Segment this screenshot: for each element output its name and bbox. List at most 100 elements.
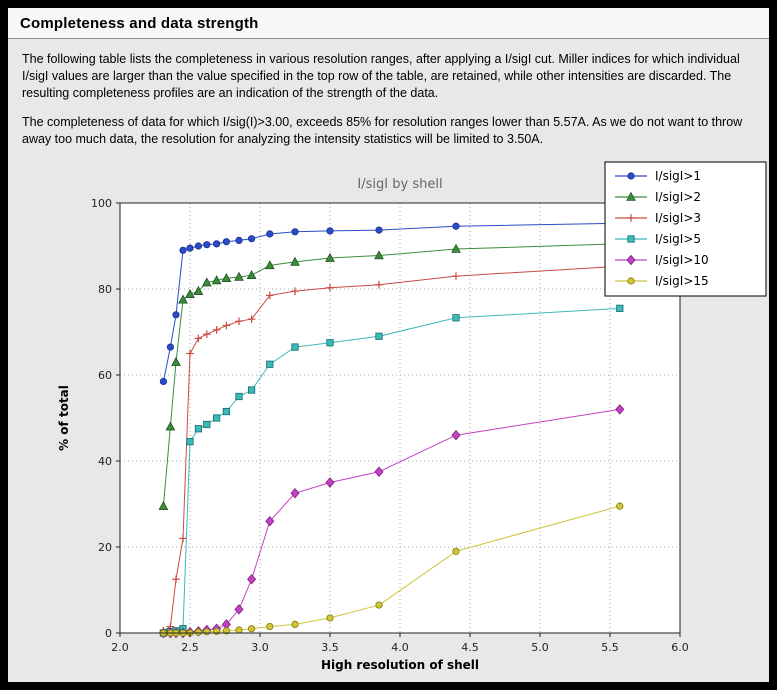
- y-axis-label: % of total: [57, 385, 71, 451]
- series-marker: [171, 356, 181, 366]
- series-marker: [166, 343, 174, 351]
- series-marker: [246, 269, 257, 280]
- x-tick-label: 6.0: [671, 641, 689, 654]
- series-marker: [248, 235, 256, 243]
- series-marker: [212, 414, 221, 422]
- paragraph-conclusion: The completeness of data for which I/sig…: [22, 115, 743, 146]
- legend-label: I/sigI>2: [655, 190, 701, 204]
- y-tick-label: 80: [98, 283, 112, 296]
- section-header: Completeness and data strength: [8, 8, 769, 39]
- x-tick-label: 4.5: [461, 641, 479, 654]
- series-marker: [203, 628, 211, 636]
- series-marker: [211, 275, 222, 285]
- report-panel: Completeness and data strength The follo…: [8, 8, 769, 682]
- series-marker: [193, 285, 204, 295]
- y-tick-label: 20: [98, 541, 112, 554]
- chart-title: I/sigI by shell: [357, 177, 442, 192]
- y-tick-label: 0: [105, 627, 112, 640]
- series-marker: [375, 226, 383, 234]
- legend-label: I/sigI>10: [655, 253, 709, 267]
- series-marker: [452, 222, 460, 230]
- series-marker: [326, 227, 334, 235]
- x-axis-label: High resolution of shell: [321, 658, 479, 672]
- x-tick-label: 2.0: [111, 641, 129, 654]
- completeness-chart: 2.0 2.5 3.0 3.5 4.0 4.5 5.0 5.5 6.0 0 20 40 60 80 100 I…: [28, 158, 769, 679]
- x-tick-label: 3.5: [321, 641, 339, 654]
- series-marker: [374, 250, 384, 260]
- series-marker: [235, 236, 243, 245]
- series-marker: [203, 420, 211, 429]
- series-marker: [451, 243, 461, 253]
- series-marker: [264, 260, 275, 270]
- series-marker: [291, 620, 299, 628]
- series-marker: [627, 277, 635, 285]
- series-marker: [201, 277, 212, 287]
- series-marker: [375, 601, 383, 609]
- series-marker: [291, 343, 299, 351]
- series-marker: [234, 271, 244, 281]
- legend-label: I/sigI>5: [655, 232, 701, 246]
- x-tick-label: 5.5: [601, 641, 619, 654]
- legend-label: I/sigI>1: [655, 169, 701, 183]
- series-marker: [172, 311, 180, 319]
- page-title: Completeness and data strength: [20, 15, 259, 32]
- series-marker: [290, 488, 300, 499]
- x-tick-label: 5.0: [531, 641, 549, 654]
- series-marker: [627, 235, 635, 243]
- series-marker: [375, 332, 383, 340]
- y-tick-label: 60: [98, 369, 112, 382]
- series-marker: [235, 392, 243, 401]
- legend-label: I/sigI>3: [655, 211, 701, 225]
- series-marker: [326, 339, 334, 347]
- series-marker: [194, 242, 202, 250]
- series-marker: [616, 502, 624, 510]
- series-marker: [222, 627, 230, 635]
- series-marker: [178, 294, 188, 304]
- x-tick-label: 3.0: [251, 641, 269, 654]
- series-marker: [165, 421, 176, 431]
- series-marker: [615, 404, 625, 415]
- series-marker: [213, 240, 221, 248]
- series-marker: [325, 477, 335, 488]
- series-marker: [452, 314, 460, 322]
- series-marker: [247, 574, 257, 585]
- series-marker: [265, 515, 275, 527]
- series-marker: [374, 466, 384, 477]
- paragraph-intro: The following table lists the completene…: [22, 52, 740, 100]
- series-marker: [247, 386, 256, 394]
- series-marker: [194, 628, 202, 636]
- series-marker: [222, 238, 230, 246]
- series-marker: [452, 547, 460, 555]
- y-tick-label: 100: [91, 197, 112, 210]
- series-marker: [179, 246, 187, 254]
- series-marker: [221, 273, 232, 283]
- series-marker: [266, 230, 274, 238]
- series-marker: [194, 425, 202, 433]
- series-marker: [266, 622, 274, 631]
- series-marker: [185, 288, 195, 298]
- legend-label: I/sigI>15: [655, 274, 709, 288]
- series-marker: [291, 228, 299, 236]
- series-marker: [626, 254, 636, 266]
- series-marker: [326, 614, 334, 622]
- series-marker: [248, 625, 256, 633]
- x-tick-label: 2.5: [181, 641, 199, 654]
- series-marker: [203, 241, 211, 249]
- chart-canvas: 2.0 2.5 3.0 3.5 4.0 4.5 5.0 5.5 6.0 0 20 40 60 80 100 I…: [57, 161, 767, 672]
- legend-box: [604, 161, 767, 297]
- series-marker: [325, 252, 335, 262]
- y-tick-label: 40: [98, 455, 112, 468]
- series-marker: [222, 407, 230, 416]
- series-marker: [627, 172, 635, 180]
- series-marker: [159, 377, 167, 386]
- report-body: The following table lists the completene…: [8, 51, 769, 148]
- series-marker: [626, 191, 636, 201]
- series-marker: [186, 438, 194, 446]
- series-marker: [266, 360, 274, 368]
- series-marker: [616, 304, 624, 312]
- series-marker: [451, 429, 461, 441]
- series-marker: [290, 256, 300, 266]
- series-marker: [186, 244, 194, 252]
- series-marker: [158, 500, 169, 510]
- series-marker: [213, 627, 221, 635]
